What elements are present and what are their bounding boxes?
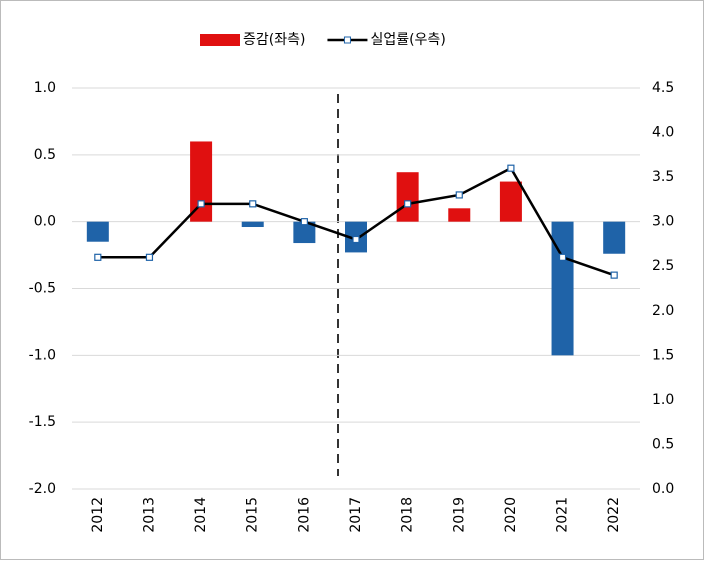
x-tick-label: 2013	[141, 497, 157, 533]
line-marker	[404, 200, 412, 208]
y-tick-label: 0.0	[34, 214, 56, 230]
x-tick-label: 2018	[400, 497, 416, 533]
y2-tick-label: 3.5	[652, 169, 674, 185]
y2-tick-label: 1.0	[652, 392, 674, 408]
bar	[293, 221, 316, 244]
y2-tick-label: 0.0	[652, 481, 674, 497]
bar	[241, 221, 264, 228]
x-tick-label: 2020	[503, 497, 519, 533]
bar	[603, 221, 626, 254]
x-tick-label: 2021	[555, 497, 571, 533]
y-tick-label: 1.0	[34, 80, 56, 96]
line-marker	[145, 253, 154, 261]
bar	[499, 181, 522, 222]
y2-tick-label: 0.5	[652, 436, 674, 452]
legend-swatch	[200, 34, 240, 46]
bar	[551, 221, 574, 356]
y2-tick-label: 3.0	[652, 214, 674, 230]
x-tick-label: 2019	[451, 497, 467, 533]
line-marker	[197, 200, 205, 208]
x-tick-label: 2014	[193, 497, 209, 533]
y2-tick-label: 4.0	[652, 125, 674, 141]
line-marker	[249, 200, 257, 208]
line-marker	[352, 235, 360, 244]
legend-marker	[343, 36, 351, 44]
bar	[86, 221, 109, 242]
x-tick-label: 2016	[296, 497, 312, 533]
y-tick-label: 0.5	[34, 147, 56, 163]
line-marker	[507, 164, 515, 172]
line-marker	[94, 253, 102, 261]
y2-tick-label: 2.5	[652, 258, 674, 274]
bar	[190, 141, 213, 222]
line-marker	[455, 191, 463, 199]
y2-tick-label: 2.0	[652, 303, 674, 319]
line-marker	[558, 253, 567, 261]
y2-tick-label: 1.5	[652, 347, 674, 363]
line-marker	[300, 218, 308, 226]
x-tick-label: 2015	[245, 497, 261, 533]
legend-label: 증감(좌측)	[243, 32, 305, 48]
x-tick-label: 2017	[348, 497, 364, 533]
y2-tick-label: 4.5	[652, 80, 674, 96]
y-tick-label: -0.5	[29, 281, 56, 297]
x-tick-label: 2022	[606, 497, 622, 533]
y-tick-label: -1.5	[29, 414, 56, 430]
legend-label: 실업률(우측)	[370, 32, 445, 48]
y-tick-label: -1.0	[29, 347, 56, 363]
y-tick-label: -2.0	[29, 481, 56, 497]
bar	[396, 172, 419, 222]
bar	[448, 208, 471, 222]
line-marker	[610, 271, 618, 279]
x-tick-label: 2012	[90, 497, 106, 533]
